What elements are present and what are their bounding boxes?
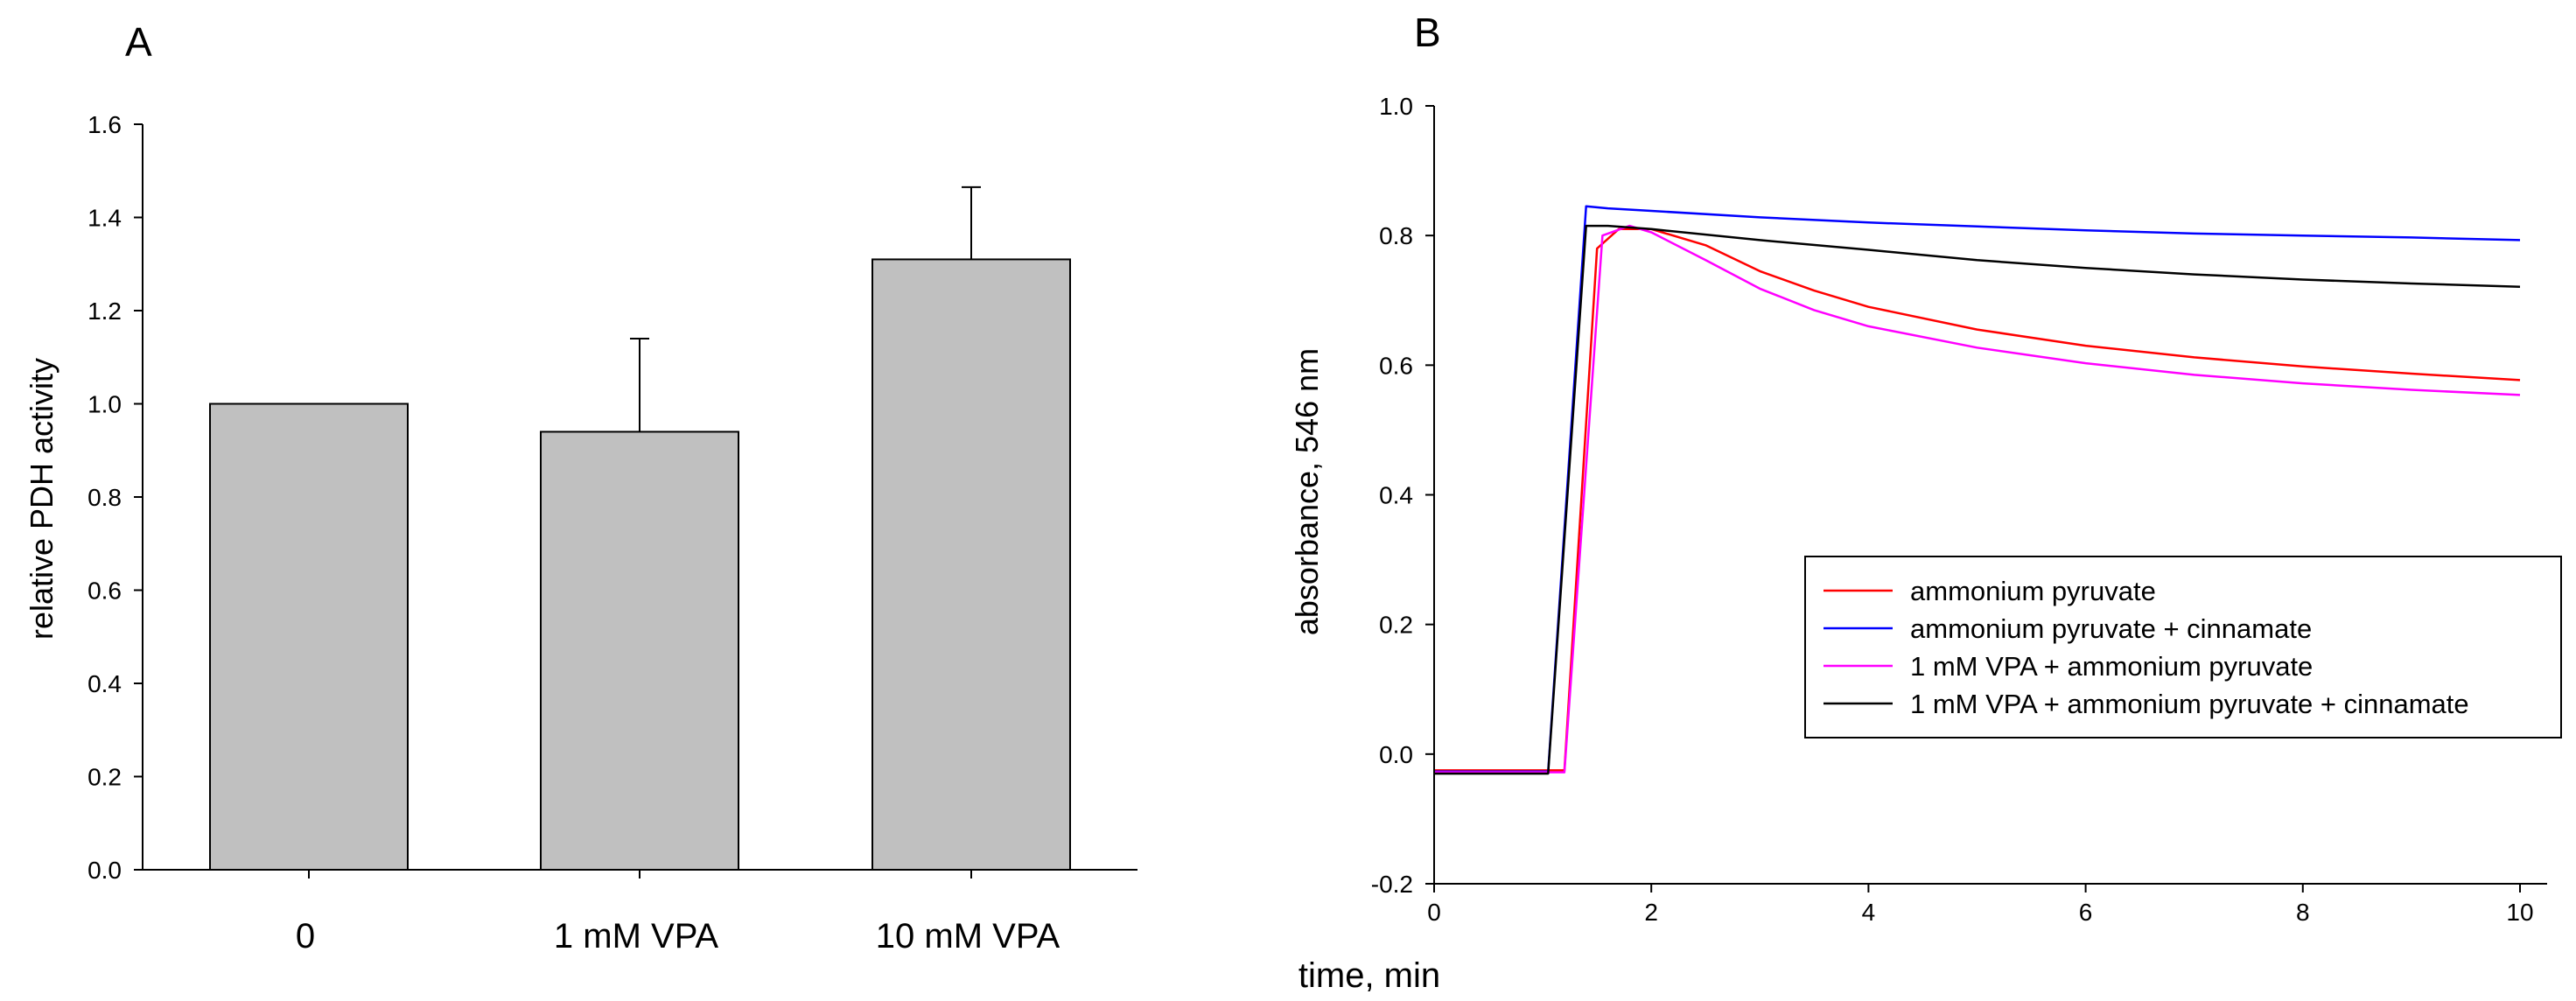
x-tick-label-0: 0: [1427, 899, 1441, 926]
y-tick-label-0: -0.2: [1371, 871, 1413, 898]
series-line-2: [1434, 224, 2521, 774]
panel-a-y-axis-title: relative PDH activity: [24, 358, 60, 640]
bar-2: [872, 258, 1071, 871]
panel-b-line-chart: B -0.2 0.0 0.2 0.4 0.6 0.8 1.0 0 2 4 6 8 10 time, mi…: [1289, 10, 2562, 995]
panel-b-legend: ammonium pyruvate ammonium pyruvate + cin…: [1804, 556, 2562, 738]
bar-0: [209, 402, 409, 871]
y-tick-label-8: 1.6: [88, 111, 122, 138]
panel-b-axes: -0.2 0.0 0.2 0.4 0.6 0.8 1.0 0 2 4 6 8 10: [1371, 93, 2547, 926]
y-tick-label-5: 0.8: [1379, 222, 1413, 249]
series-line-3: [1434, 224, 2521, 775]
y-tick-label-3: 0.6: [88, 578, 122, 605]
panel-b-series-lines: [1434, 205, 2521, 775]
y-tick-label-6: 1.0: [1379, 93, 1413, 120]
bar-1: [540, 430, 739, 871]
y-tick-label-1: 0.0: [1379, 741, 1413, 768]
x-tick-label-5: 10: [2506, 899, 2533, 926]
panel-a-error-bars: [630, 186, 981, 432]
y-tick-label-7: 1.4: [88, 205, 122, 232]
panel-b-label: B: [1414, 10, 1441, 55]
series-line-1: [1434, 205, 2521, 774]
x-tick-label-4: 8: [2296, 899, 2310, 926]
legend-label-3: 1 mM VPA + ammonium pyruvate + cinnamate: [1910, 689, 2469, 719]
y-tick-label-2: 0.4: [88, 670, 122, 697]
x-tick-label-0: 0: [296, 917, 315, 956]
panel-b-y-axis-title: absorbance, 546 nm: [1289, 348, 1325, 635]
panel-a-axes: 0 1 mM VPA 10 mM VPA 0.0 0.2 0.4 0.6 0.8 1.0 1.2 1…: [88, 111, 1138, 956]
legend-box: [1804, 556, 2562, 738]
series-line-0: [1434, 228, 2521, 772]
y-tick-label-4: 0.6: [1379, 352, 1413, 379]
x-tick-label-2: 10 mM VPA: [876, 917, 1060, 956]
x-tick-label-3: 6: [2079, 899, 2093, 926]
panel-b-x-axis-title: time, min: [1298, 956, 1440, 995]
x-tick-label-2: 4: [1862, 899, 1876, 926]
legend-label-0: ammonium pyruvate: [1910, 576, 2156, 606]
x-tick-label-1: 2: [1644, 899, 1658, 926]
y-tick-label-5: 1.0: [88, 391, 122, 418]
y-tick-label-0: 0.0: [88, 857, 122, 884]
y-tick-label-1: 0.2: [88, 764, 122, 791]
legend-label-2: 1 mM VPA + ammonium pyruvate: [1910, 651, 2313, 682]
x-tick-label-1: 1 mM VPA: [554, 917, 719, 956]
legend-label-1: ammonium pyruvate + cinnamate: [1910, 613, 2312, 644]
y-tick-label-6: 1.2: [88, 298, 122, 325]
y-tick-label-3: 0.4: [1379, 482, 1413, 509]
y-tick-label-2: 0.2: [1379, 612, 1413, 639]
panel-a-label: A: [125, 19, 152, 65]
y-tick-label-4: 0.8: [88, 484, 122, 511]
panel-a-bar-chart: A 0 1 mM VPA 10 mM VPA 0.0 0.2 0.4 0.6 0.8 1.0 1.…: [24, 19, 1138, 956]
